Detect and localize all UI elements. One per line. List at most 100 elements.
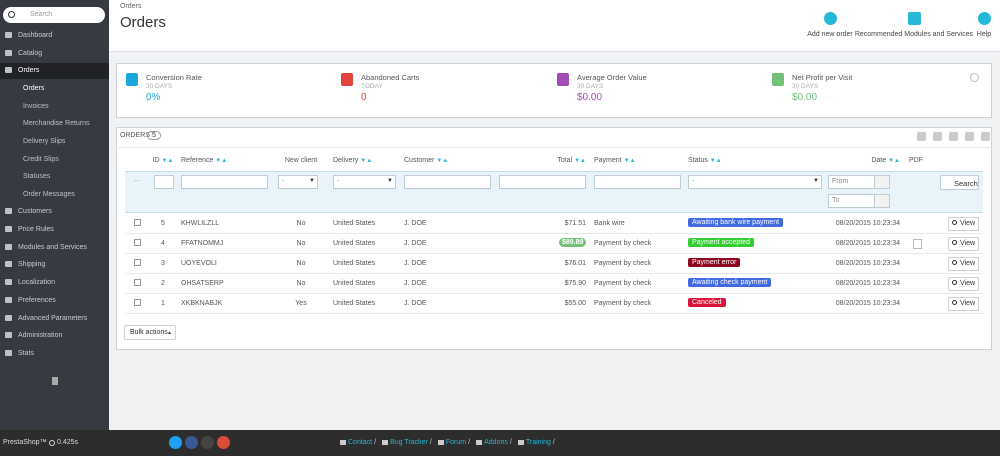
menu-item[interactable]: Orders (18, 67, 40, 75)
toolbar-icon[interactable] (908, 12, 921, 25)
toolbar-button[interactable]: Recommended Modules and Services (854, 31, 974, 38)
filter-select[interactable] (688, 175, 822, 189)
kpi-icon (126, 73, 138, 86)
filter-input[interactable] (404, 175, 491, 189)
toolbar-button[interactable]: Add new order (807, 31, 853, 38)
filter-input[interactable] (154, 175, 174, 189)
row-checkbox[interactable] (134, 219, 141, 226)
menu-item[interactable]: Shipping (18, 261, 46, 269)
filter-reset[interactable]: -- (134, 176, 139, 185)
footer-link[interactable]: Contact (348, 439, 373, 446)
cell-new-client: No (296, 280, 306, 287)
kpi-period: 30 DAYS (577, 83, 604, 90)
select-caret: ▼ (387, 178, 393, 184)
row-checkbox[interactable] (134, 279, 141, 286)
social-icon[interactable] (217, 436, 230, 449)
cell-reference: FFATNOMMJ (181, 240, 224, 247)
menu-item[interactable]: Advanced Parameters (18, 314, 88, 322)
sort-arrows[interactable]: ▼▲ (436, 158, 449, 164)
submenu-item[interactable]: Delivery Slips (23, 137, 66, 145)
bulk-button[interactable] (124, 325, 176, 340)
sort-arrows[interactable]: ▼▲ (709, 158, 722, 164)
panel-tool[interactable] (981, 132, 990, 141)
filter-text: To (832, 197, 840, 204)
toolbar-button[interactable]: Help (976, 31, 992, 38)
calendar-button[interactable] (874, 175, 890, 189)
submenu-item[interactable]: Invoices (23, 102, 49, 110)
menu-item[interactable]: Modules and Services (18, 243, 87, 251)
view-label[interactable]: View (960, 260, 976, 267)
panel-tool[interactable] (965, 132, 974, 141)
menu-item[interactable]: Dashboard (18, 32, 53, 39)
column-header[interactable]: Delivery ▼▲ (333, 157, 373, 164)
filter-text: - (337, 178, 340, 185)
cell-payment: Payment by check (594, 260, 652, 267)
column-header[interactable]: Date ▼▲ (871, 157, 900, 164)
footer-link[interactable]: Forum (445, 439, 467, 446)
filter-text: - (282, 178, 285, 185)
cell-reference: UOYEVOLI (181, 260, 217, 267)
bulk-label[interactable]: Bulk actions (130, 329, 168, 336)
social-icon[interactable] (201, 436, 214, 449)
sort-arrows[interactable]: ▼▲ (623, 158, 636, 164)
submenu-item[interactable]: Order Messages (23, 190, 75, 198)
social-icon[interactable] (185, 436, 198, 449)
filter-input[interactable] (594, 175, 681, 189)
submenu-item[interactable]: Merchandise Returns (23, 120, 90, 128)
panel-tool[interactable] (933, 132, 942, 141)
menu-item[interactable]: Administration (18, 332, 63, 340)
view-label[interactable]: View (960, 220, 976, 227)
cell-delivery: United States (333, 300, 376, 307)
column-header[interactable]: Payment ▼▲ (594, 157, 636, 164)
filter-select[interactable] (278, 175, 318, 189)
row-checkbox[interactable] (134, 259, 141, 266)
sort-arrows[interactable]: ▼▲ (574, 158, 586, 164)
sort-arrows[interactable]: ▼▲ (161, 158, 174, 164)
menu-icon (5, 32, 12, 38)
column-header[interactable]: Reference ▼▲ (181, 157, 228, 164)
menu-item[interactable]: Preferences (18, 296, 56, 304)
submenu-item[interactable]: Orders (23, 85, 45, 93)
menu-item[interactable]: Customers (18, 208, 52, 216)
social-icon[interactable] (169, 436, 182, 449)
search-placeholder[interactable]: Search (30, 11, 53, 18)
sort-arrows[interactable]: ▼▲ (360, 158, 373, 164)
filter-input[interactable] (499, 175, 586, 189)
panel-tool[interactable] (917, 132, 926, 141)
sort-arrows[interactable]: ▼▲ (215, 158, 228, 164)
panel-tool[interactable] (949, 132, 958, 141)
view-label[interactable]: View (960, 280, 976, 287)
row-checkbox[interactable] (134, 299, 141, 306)
view-label[interactable]: View (960, 240, 976, 247)
search-button[interactable] (940, 175, 979, 190)
sort-arrows[interactable]: ▼▲ (888, 158, 900, 164)
calendar-button[interactable] (874, 194, 890, 208)
column-header[interactable]: Customer ▼▲ (404, 157, 449, 164)
menu-item[interactable]: Price Rules (18, 226, 54, 233)
menu-item[interactable]: Catalog (18, 49, 43, 57)
filter-input[interactable] (181, 175, 268, 189)
toolbar-icon[interactable] (978, 12, 991, 25)
cell-total: $55.00 (564, 300, 586, 307)
column-header[interactable]: Status ▼▲ (688, 157, 722, 164)
kpi-icon (557, 73, 569, 86)
column-header[interactable]: Total ▼▲ (557, 157, 586, 164)
toolbar-icon[interactable] (824, 12, 837, 25)
footer-link[interactable]: Bug Tracker (390, 439, 428, 446)
pdf-icon[interactable] (913, 239, 922, 249)
cell-date: 08/20/2015 10:23:34 (835, 240, 900, 247)
menu-item[interactable]: Localization (18, 279, 55, 287)
filter-select[interactable] (333, 175, 396, 189)
status-badge: Payment accepted (688, 238, 754, 247)
column-header[interactable]: ID ▼▲ (152, 157, 174, 164)
cell-date: 08/20/2015 10:23:34 (835, 280, 900, 287)
row-checkbox[interactable] (134, 239, 141, 246)
menu-item[interactable]: Stats (18, 349, 34, 357)
submenu-item[interactable]: Statuses (23, 173, 51, 181)
footer-link[interactable]: Training (525, 439, 551, 446)
footer-link[interactable]: Addons (484, 439, 508, 446)
refresh-icon[interactable] (970, 73, 979, 82)
view-label[interactable]: View (960, 300, 976, 307)
search-label: Search (954, 179, 978, 188)
submenu-item[interactable]: Credit Slips (23, 155, 59, 163)
